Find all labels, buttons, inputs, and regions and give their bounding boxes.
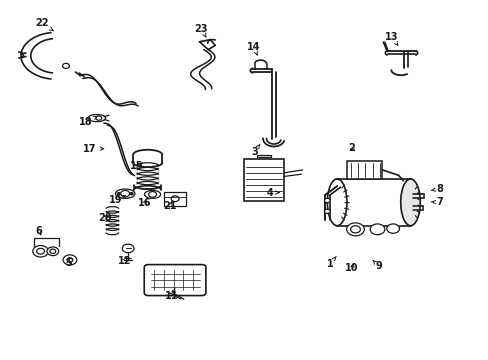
Text: 17: 17 xyxy=(82,144,103,154)
Text: 20: 20 xyxy=(98,213,112,223)
Text: 1: 1 xyxy=(326,257,336,269)
Circle shape xyxy=(346,223,364,236)
Circle shape xyxy=(121,190,129,197)
Text: 21: 21 xyxy=(163,201,177,211)
Text: 4: 4 xyxy=(266,188,279,198)
Text: 2: 2 xyxy=(348,143,355,153)
Text: 14: 14 xyxy=(246,42,260,55)
Ellipse shape xyxy=(115,189,135,198)
Ellipse shape xyxy=(144,190,160,198)
Circle shape xyxy=(117,193,120,195)
Circle shape xyxy=(171,196,179,202)
FancyBboxPatch shape xyxy=(144,265,205,296)
Text: 13: 13 xyxy=(384,32,397,45)
Text: 18: 18 xyxy=(79,116,98,127)
Circle shape xyxy=(350,226,360,233)
Circle shape xyxy=(37,248,44,254)
Circle shape xyxy=(324,198,330,203)
Circle shape xyxy=(369,224,384,235)
Circle shape xyxy=(324,209,330,213)
Bar xyxy=(244,159,284,201)
Ellipse shape xyxy=(88,114,105,122)
Circle shape xyxy=(47,247,59,256)
Text: 6: 6 xyxy=(36,226,42,236)
Circle shape xyxy=(33,246,48,257)
Text: 8: 8 xyxy=(430,184,443,194)
Text: 5: 5 xyxy=(65,258,72,268)
Ellipse shape xyxy=(400,179,419,226)
Text: 11: 11 xyxy=(165,288,179,301)
Circle shape xyxy=(148,192,156,197)
Ellipse shape xyxy=(327,179,346,226)
Text: 9: 9 xyxy=(372,260,382,271)
Text: 7: 7 xyxy=(430,197,443,207)
Text: 23: 23 xyxy=(194,24,208,37)
Circle shape xyxy=(63,255,77,265)
Circle shape xyxy=(96,116,102,120)
Text: 10: 10 xyxy=(345,263,358,273)
Circle shape xyxy=(122,244,134,253)
Text: 19: 19 xyxy=(109,195,125,205)
Circle shape xyxy=(62,63,69,68)
Text: 12: 12 xyxy=(118,256,131,266)
Text: 3: 3 xyxy=(250,144,260,157)
Bar xyxy=(346,161,382,179)
Circle shape xyxy=(130,193,133,195)
Text: 22: 22 xyxy=(35,18,53,31)
Bar xyxy=(164,192,185,206)
Circle shape xyxy=(386,224,399,233)
Text: 15: 15 xyxy=(130,161,143,171)
Circle shape xyxy=(67,258,73,262)
Circle shape xyxy=(50,249,56,253)
Text: 16: 16 xyxy=(137,198,151,208)
